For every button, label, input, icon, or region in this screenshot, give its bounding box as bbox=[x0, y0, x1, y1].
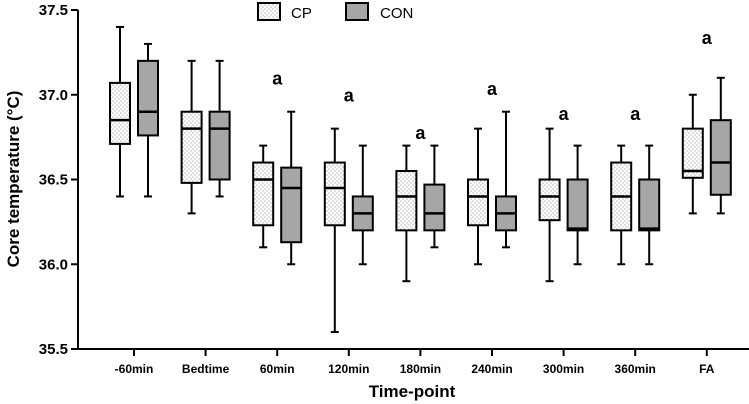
legend-swatch-cp bbox=[257, 2, 281, 21]
y-tick-label: 36.0 bbox=[39, 256, 68, 273]
box-cp--60min bbox=[109, 25, 131, 198]
box-iqr bbox=[323, 161, 346, 227]
annotation-300min: a bbox=[559, 104, 570, 124]
box-con-120min bbox=[351, 144, 374, 266]
legend-swatch-con bbox=[345, 2, 369, 21]
annotation-360min: a bbox=[630, 104, 641, 124]
x-tick-label: FA bbox=[699, 362, 715, 376]
x-tick-label: 60min bbox=[260, 362, 295, 376]
box-con-180min bbox=[423, 144, 446, 249]
box-iqr bbox=[109, 81, 131, 145]
box-cp-240min bbox=[467, 127, 489, 266]
y-axis-ticks: 35.5 36.0 36.5 37.0 37.5 bbox=[39, 2, 78, 358]
legend-label-con: CON bbox=[380, 5, 413, 22]
y-tick-label: 37.0 bbox=[39, 87, 68, 104]
box-iqr bbox=[681, 127, 704, 179]
box-iqr bbox=[137, 59, 159, 137]
x-tick-label: 240min bbox=[471, 362, 512, 376]
significance-annotations: a a a a a a a bbox=[272, 28, 713, 143]
x-axis-ticks: -60min Bedtime 60min 120min 180min 240min 300m… bbox=[115, 349, 715, 376]
x-tick-label: 360min bbox=[615, 362, 656, 376]
box-iqr bbox=[180, 110, 203, 184]
box-iqr bbox=[538, 178, 561, 222]
x-tick-label: 180min bbox=[400, 362, 441, 376]
y-tick-label: 36.5 bbox=[39, 172, 68, 189]
box-cp-360min bbox=[610, 144, 633, 266]
box-con-240min bbox=[495, 110, 517, 249]
x-tick-label: 120min bbox=[328, 362, 369, 376]
box-cp-300min bbox=[538, 127, 561, 283]
box-cp-120min bbox=[323, 127, 346, 334]
box-cp-Bedtime bbox=[180, 59, 203, 215]
annotation-120min: a bbox=[344, 86, 355, 106]
x-axis-title: Time-point bbox=[369, 382, 456, 401]
plot-area bbox=[109, 25, 732, 334]
x-tick-label: 300min bbox=[543, 362, 584, 376]
box-iqr bbox=[252, 161, 275, 227]
legend-entry-cp: CP bbox=[257, 2, 312, 22]
x-tick-label: -60min bbox=[115, 362, 154, 376]
annotation-240min: a bbox=[487, 79, 498, 99]
box-con-Bedtime bbox=[208, 59, 231, 198]
box-iqr bbox=[709, 119, 732, 196]
box-con-FA bbox=[709, 76, 732, 215]
box-iqr bbox=[638, 178, 661, 232]
box-con-300min bbox=[566, 144, 589, 266]
legend: CP CON bbox=[257, 2, 413, 22]
annotation-60min: a bbox=[272, 69, 283, 89]
annotation-FA: a bbox=[702, 28, 713, 48]
box-con--60min bbox=[137, 42, 159, 198]
x-tick-label: Bedtime bbox=[182, 362, 230, 376]
box-iqr bbox=[208, 110, 231, 181]
box-con-360min bbox=[638, 144, 661, 266]
box-iqr bbox=[280, 166, 303, 244]
box-cp-60min bbox=[252, 144, 275, 249]
y-tick-label: 35.5 bbox=[39, 341, 68, 358]
box-iqr bbox=[566, 178, 589, 232]
box-con-60min bbox=[280, 110, 303, 266]
legend-entry-con: CON bbox=[345, 2, 413, 22]
y-tick-label: 37.5 bbox=[39, 2, 68, 19]
y-axis-title: Core temperature (°C) bbox=[4, 91, 23, 268]
box-cp-FA bbox=[681, 93, 704, 215]
legend-label-cp: CP bbox=[291, 5, 312, 22]
box-cp-180min bbox=[395, 144, 418, 283]
box-iqr bbox=[423, 183, 446, 232]
annotation-180min: a bbox=[415, 123, 426, 143]
box-iqr bbox=[467, 178, 489, 227]
box-iqr bbox=[395, 170, 418, 232]
